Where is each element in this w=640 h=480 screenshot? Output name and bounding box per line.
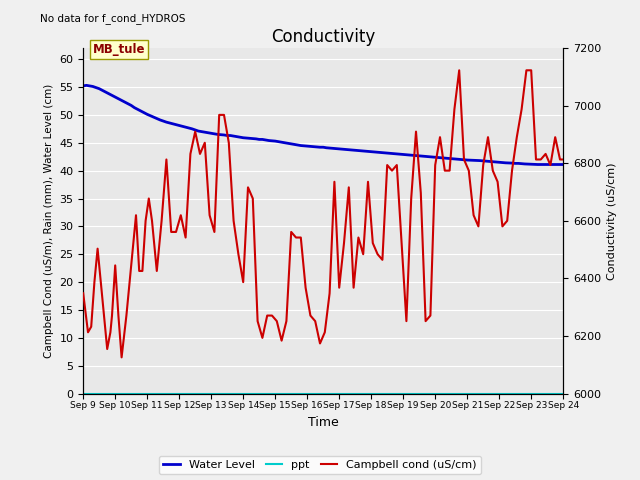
X-axis label: Time: Time [308, 416, 339, 429]
Y-axis label: Conductivity (uS/cm): Conductivity (uS/cm) [607, 162, 617, 279]
Text: No data for f_cond_HYDROS: No data for f_cond_HYDROS [40, 13, 186, 24]
Text: MB_tule: MB_tule [93, 43, 145, 56]
Legend: Water Level, ppt, Campbell cond (uS/cm): Water Level, ppt, Campbell cond (uS/cm) [159, 456, 481, 474]
Y-axis label: Campbell Cond (uS/m), Rain (mm), Water Level (cm): Campbell Cond (uS/m), Rain (mm), Water L… [44, 84, 54, 358]
Title: Conductivity: Conductivity [271, 28, 375, 47]
